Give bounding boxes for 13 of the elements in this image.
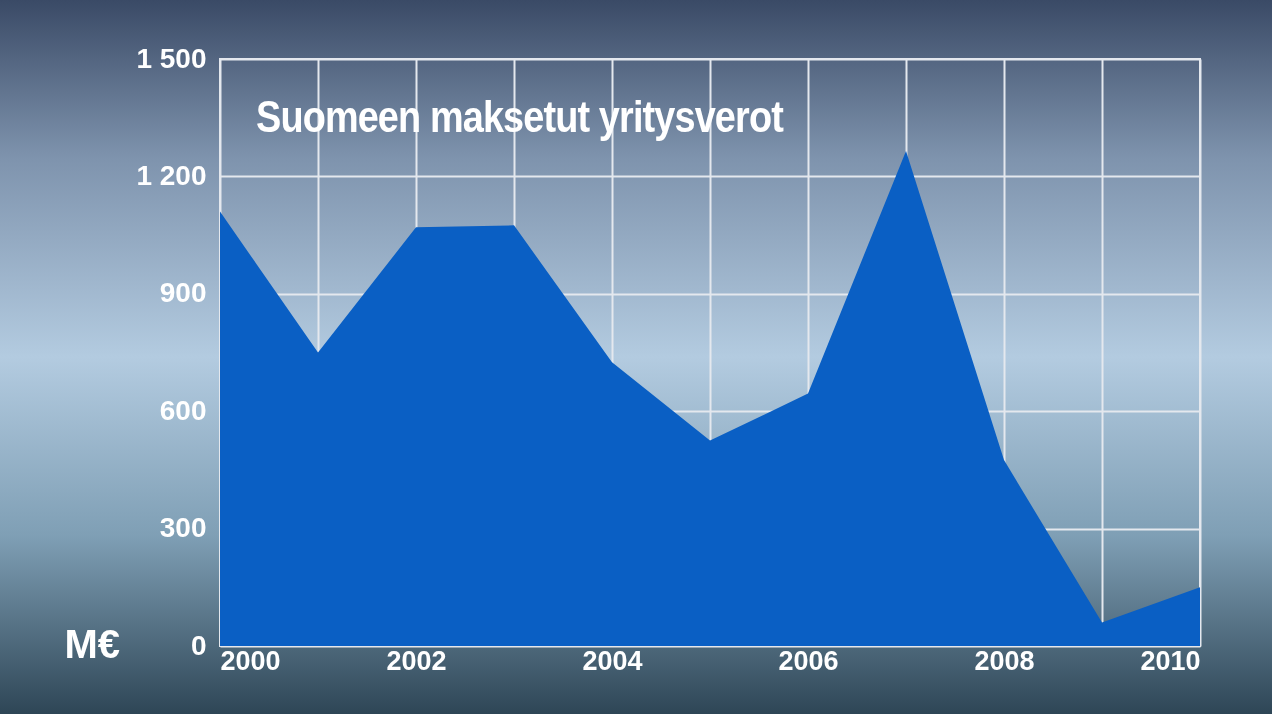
x-tick-label: 2000 (220, 645, 281, 676)
x-tick-label: 2006 (778, 645, 839, 676)
y-tick-label: 1 200 (136, 159, 207, 191)
x-tick-label: 2010 (1140, 645, 1201, 676)
y-tick-label: 900 (159, 277, 207, 309)
x-tick-label: 2008 (974, 645, 1035, 676)
y-tick-label: 1 500 (136, 42, 207, 74)
y-tick-label: 600 (159, 394, 207, 426)
x-tick-label: 2004 (582, 645, 643, 676)
x-tick-label: 2002 (386, 645, 447, 676)
y-tick-label: 300 (159, 512, 207, 544)
y-axis-title: M€ (64, 621, 121, 666)
y-tick-label: 0 (190, 629, 207, 661)
